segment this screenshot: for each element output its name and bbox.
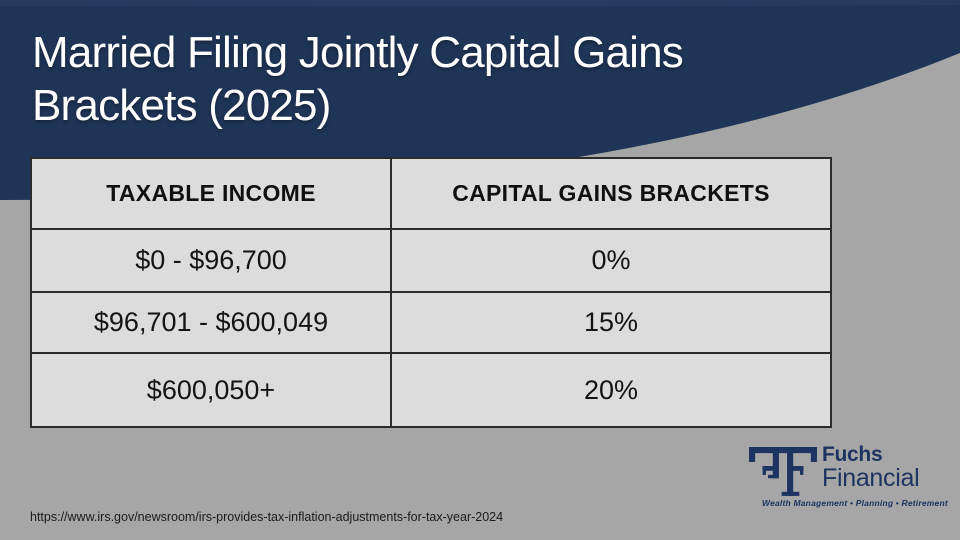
table-cell-income-row1: $0 - $96,700	[32, 228, 390, 291]
page-title-line-1: Married Filing Jointly Capital Gains	[32, 28, 684, 77]
capital-gains-table: TAXABLE INCOME CAPITAL GAINS BRACKETS $0…	[30, 157, 832, 428]
table-cell-rate-row2: 15%	[390, 291, 830, 352]
ff-monogram-icon	[749, 447, 817, 496]
table-cell-rate-row3: 20%	[390, 352, 830, 426]
logo-name-bottom: Financial	[822, 464, 920, 492]
logo-tagline: Wealth Management • Planning • Retiremen…	[762, 498, 948, 508]
table-header-capital-gains-brackets: CAPITAL GAINS BRACKETS	[390, 159, 830, 228]
fuchs-financial-logo: Fuchs Financial Wealth Management • Plan…	[746, 443, 948, 512]
page-title: Married Filing Jointly Capital Gains Bra…	[32, 26, 892, 132]
logo-name-top: Fuchs	[822, 443, 883, 466]
table-cell-rate-row1: 0%	[390, 228, 830, 291]
page-title-line-2: Brackets (2025)	[32, 81, 331, 130]
table-cell-income-row3: $600,050+	[32, 352, 390, 426]
source-url-link[interactable]: https://www.irs.gov/newsroom/irs-provide…	[30, 510, 504, 524]
table-header-taxable-income: TAXABLE INCOME	[32, 159, 390, 228]
table-cell-income-row2: $96,701 - $600,049	[32, 291, 390, 352]
